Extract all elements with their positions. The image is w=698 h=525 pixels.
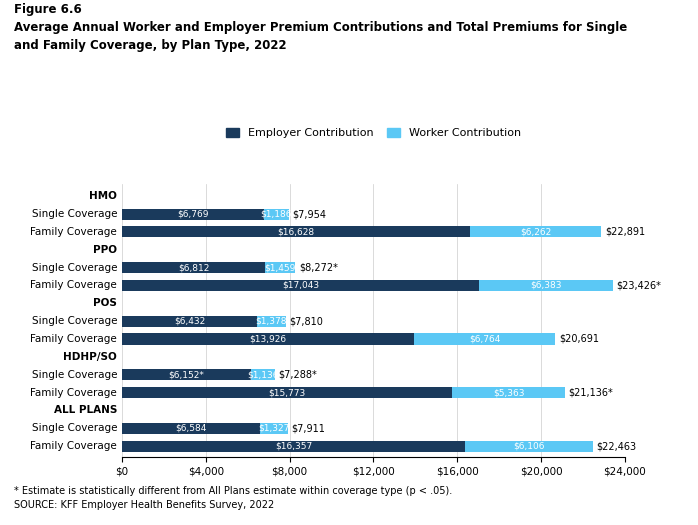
Text: Single Coverage: Single Coverage bbox=[31, 370, 117, 380]
Bar bbox=[414, 333, 556, 344]
Bar bbox=[122, 316, 257, 327]
Bar bbox=[122, 387, 452, 398]
Bar bbox=[470, 226, 602, 237]
Bar bbox=[251, 369, 275, 380]
Text: $1,186: $1,186 bbox=[260, 209, 292, 218]
Text: Single Coverage: Single Coverage bbox=[31, 423, 117, 433]
Bar bbox=[264, 208, 289, 219]
Text: $20,691: $20,691 bbox=[559, 334, 599, 344]
Text: $21,136*: $21,136* bbox=[568, 387, 614, 397]
Bar bbox=[260, 423, 288, 434]
Text: $22,891: $22,891 bbox=[605, 227, 646, 237]
Text: Family Coverage: Family Coverage bbox=[31, 280, 117, 290]
Text: $6,584: $6,584 bbox=[175, 424, 207, 433]
Text: Family Coverage: Family Coverage bbox=[31, 227, 117, 237]
Text: ALL PLANS: ALL PLANS bbox=[54, 405, 117, 415]
Text: $16,357: $16,357 bbox=[275, 442, 312, 450]
Text: $15,773: $15,773 bbox=[269, 388, 306, 397]
Text: * Estimate is statistically different from All Plans estimate within coverage ty: * Estimate is statistically different fr… bbox=[14, 486, 452, 496]
Text: $17,043: $17,043 bbox=[282, 281, 319, 290]
Text: $8,272*: $8,272* bbox=[299, 262, 338, 272]
Bar bbox=[465, 440, 593, 452]
Text: $6,383: $6,383 bbox=[530, 281, 562, 290]
Bar bbox=[122, 226, 470, 237]
Text: $1,136: $1,136 bbox=[247, 370, 279, 379]
Text: $6,432: $6,432 bbox=[174, 317, 205, 326]
Text: Single Coverage: Single Coverage bbox=[31, 209, 117, 219]
Text: $7,288*: $7,288* bbox=[279, 370, 318, 380]
Legend: Employer Contribution, Worker Contribution: Employer Contribution, Worker Contributi… bbox=[221, 123, 526, 143]
Text: SOURCE: KFF Employer Health Benefits Survey, 2022: SOURCE: KFF Employer Health Benefits Sur… bbox=[14, 500, 274, 510]
Bar bbox=[122, 423, 260, 434]
Text: $22,463: $22,463 bbox=[596, 441, 637, 451]
Bar bbox=[122, 280, 479, 291]
Bar bbox=[122, 369, 251, 380]
Text: $7,911: $7,911 bbox=[292, 423, 325, 433]
Text: $6,106: $6,106 bbox=[513, 442, 544, 450]
Text: Figure 6.6: Figure 6.6 bbox=[14, 3, 82, 16]
Text: $7,810: $7,810 bbox=[290, 316, 323, 326]
Bar bbox=[265, 262, 295, 273]
Text: $1,327: $1,327 bbox=[258, 424, 290, 433]
Text: $7,954: $7,954 bbox=[292, 209, 327, 219]
Text: $1,378: $1,378 bbox=[255, 317, 287, 326]
Text: $16,628: $16,628 bbox=[278, 227, 315, 236]
Text: $13,926: $13,926 bbox=[249, 334, 286, 343]
Bar bbox=[122, 333, 414, 344]
Text: $6,262: $6,262 bbox=[520, 227, 551, 236]
Text: $23,426*: $23,426* bbox=[616, 280, 661, 290]
Bar bbox=[122, 208, 264, 219]
Bar bbox=[479, 280, 613, 291]
Text: POS: POS bbox=[94, 298, 117, 308]
Bar bbox=[257, 316, 285, 327]
Text: $6,769: $6,769 bbox=[177, 209, 209, 218]
Text: $6,152*: $6,152* bbox=[169, 370, 205, 379]
Text: $6,812: $6,812 bbox=[178, 263, 209, 272]
Text: $6,764: $6,764 bbox=[469, 334, 500, 343]
Text: Single Coverage: Single Coverage bbox=[31, 262, 117, 272]
Text: $5,363: $5,363 bbox=[493, 388, 524, 397]
Text: PPO: PPO bbox=[93, 245, 117, 255]
Bar bbox=[452, 387, 565, 398]
Text: Family Coverage: Family Coverage bbox=[31, 387, 117, 397]
Text: Average Annual Worker and Employer Premium Contributions and Total Premiums for : Average Annual Worker and Employer Premi… bbox=[14, 21, 628, 52]
Text: HDHP/SO: HDHP/SO bbox=[64, 352, 117, 362]
Text: Family Coverage: Family Coverage bbox=[31, 441, 117, 451]
Text: Family Coverage: Family Coverage bbox=[31, 334, 117, 344]
Text: Single Coverage: Single Coverage bbox=[31, 316, 117, 326]
Bar bbox=[122, 440, 465, 452]
Text: HMO: HMO bbox=[89, 191, 117, 201]
Bar bbox=[122, 262, 265, 273]
Text: $1,459: $1,459 bbox=[265, 263, 296, 272]
